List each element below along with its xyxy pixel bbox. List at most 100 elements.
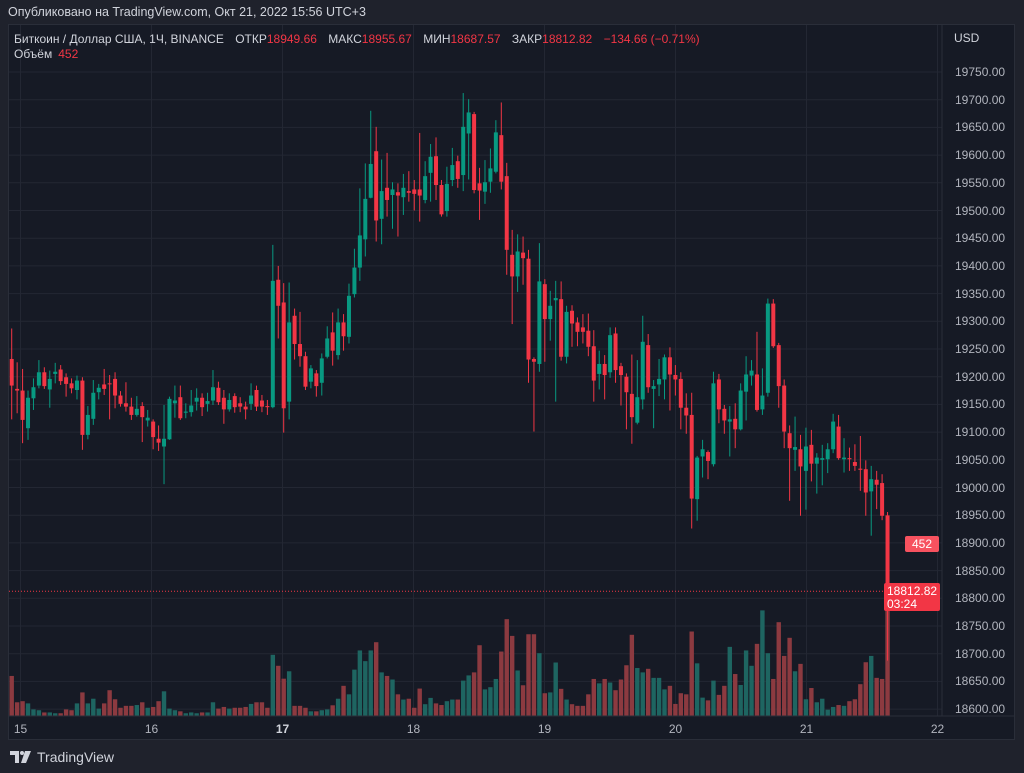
candle-body — [412, 189, 417, 194]
volume-bar — [564, 699, 569, 716]
candle — [259, 394, 264, 413]
candle — [9, 328, 14, 420]
candle — [31, 378, 36, 410]
candle — [238, 397, 243, 413]
volume-bar — [520, 685, 526, 716]
candle-body — [700, 449, 705, 457]
candle — [608, 327, 613, 378]
price-tick: 18750.00 — [955, 619, 1006, 633]
candle-body — [357, 235, 362, 268]
candle — [640, 315, 645, 410]
candle — [842, 438, 847, 473]
candle — [515, 234, 520, 292]
candle — [488, 148, 493, 193]
candle-body — [123, 403, 128, 407]
volume-bar — [341, 685, 346, 716]
open-label: ОТКР — [235, 32, 267, 46]
candle — [825, 443, 830, 474]
volume-bar — [787, 637, 792, 716]
candle — [809, 429, 814, 482]
candle — [580, 314, 585, 344]
candle-body — [559, 299, 564, 357]
candle-body — [776, 345, 781, 387]
low-label: МИН — [423, 32, 451, 46]
volume-bar — [515, 670, 520, 716]
candle — [521, 236, 526, 285]
candle — [575, 317, 580, 347]
currency-label[interactable]: USD — [954, 31, 980, 45]
candle — [787, 425, 792, 501]
volume-bar — [705, 700, 711, 716]
candle — [820, 444, 825, 486]
candle-body — [787, 433, 792, 449]
candle — [374, 126, 379, 242]
volume-bar — [771, 678, 776, 716]
candle-body — [167, 398, 172, 440]
volume-bar — [210, 702, 216, 716]
volume-bar — [591, 678, 596, 716]
symbol-name[interactable]: Биткоин / Доллар США, 1Ч, BINANCE — [14, 32, 224, 46]
volume-bar — [325, 709, 330, 716]
candle-body — [586, 330, 591, 347]
volume-bar — [357, 650, 363, 716]
candle — [303, 351, 308, 390]
candle-body — [330, 332, 335, 351]
candle — [178, 385, 183, 420]
candle-body — [858, 468, 863, 470]
candle — [662, 354, 667, 400]
price-tick: 18950.00 — [955, 508, 1006, 523]
volume-bar — [689, 631, 694, 716]
tradingview-logo[interactable]: TradingView — [10, 749, 114, 765]
volume-bar — [852, 699, 858, 716]
candle — [428, 144, 433, 202]
candle-body — [444, 183, 449, 212]
candle — [47, 370, 52, 408]
candle-body — [189, 405, 194, 413]
candle-body — [406, 191, 411, 193]
candle — [281, 283, 286, 433]
candle-body — [542, 284, 547, 320]
volume-bar — [858, 684, 863, 716]
volume-bar — [776, 622, 781, 716]
price-tick: 19500.00 — [955, 203, 1006, 218]
price-tick: 19050.00 — [955, 452, 1006, 467]
volume-bar — [629, 634, 635, 716]
candle — [754, 331, 759, 412]
volume-bar — [586, 694, 591, 716]
candle — [140, 402, 145, 443]
candle — [53, 362, 58, 384]
candle-body — [20, 390, 25, 420]
candle-body — [869, 479, 874, 492]
volume-label[interactable]: Объём — [14, 47, 53, 61]
candle — [657, 358, 662, 397]
volume-bar — [346, 694, 352, 716]
candle — [700, 439, 705, 478]
volume-bar — [548, 692, 553, 716]
volume-bar — [330, 705, 335, 716]
candle-body — [26, 397, 31, 429]
price-tick: 19450.00 — [955, 231, 1006, 246]
candle-body — [515, 251, 520, 277]
candle-body — [42, 372, 47, 387]
candle-body — [760, 395, 765, 410]
volume-bar — [53, 713, 58, 716]
volume-bar — [47, 712, 52, 716]
volume-bar — [607, 682, 613, 716]
candle — [771, 299, 776, 348]
candle — [434, 137, 439, 200]
candle — [510, 229, 515, 325]
volume-bar — [227, 708, 232, 716]
candle — [330, 312, 335, 366]
candle — [232, 393, 237, 413]
candle-body — [227, 399, 232, 410]
candle — [145, 409, 150, 427]
candle — [749, 360, 754, 386]
volume-bar — [276, 665, 281, 716]
volume-bar — [716, 694, 722, 716]
volume-bar — [167, 708, 172, 716]
volume-bar — [112, 699, 118, 716]
candle — [618, 362, 623, 406]
volume-bar — [150, 706, 156, 716]
candle — [624, 373, 629, 430]
